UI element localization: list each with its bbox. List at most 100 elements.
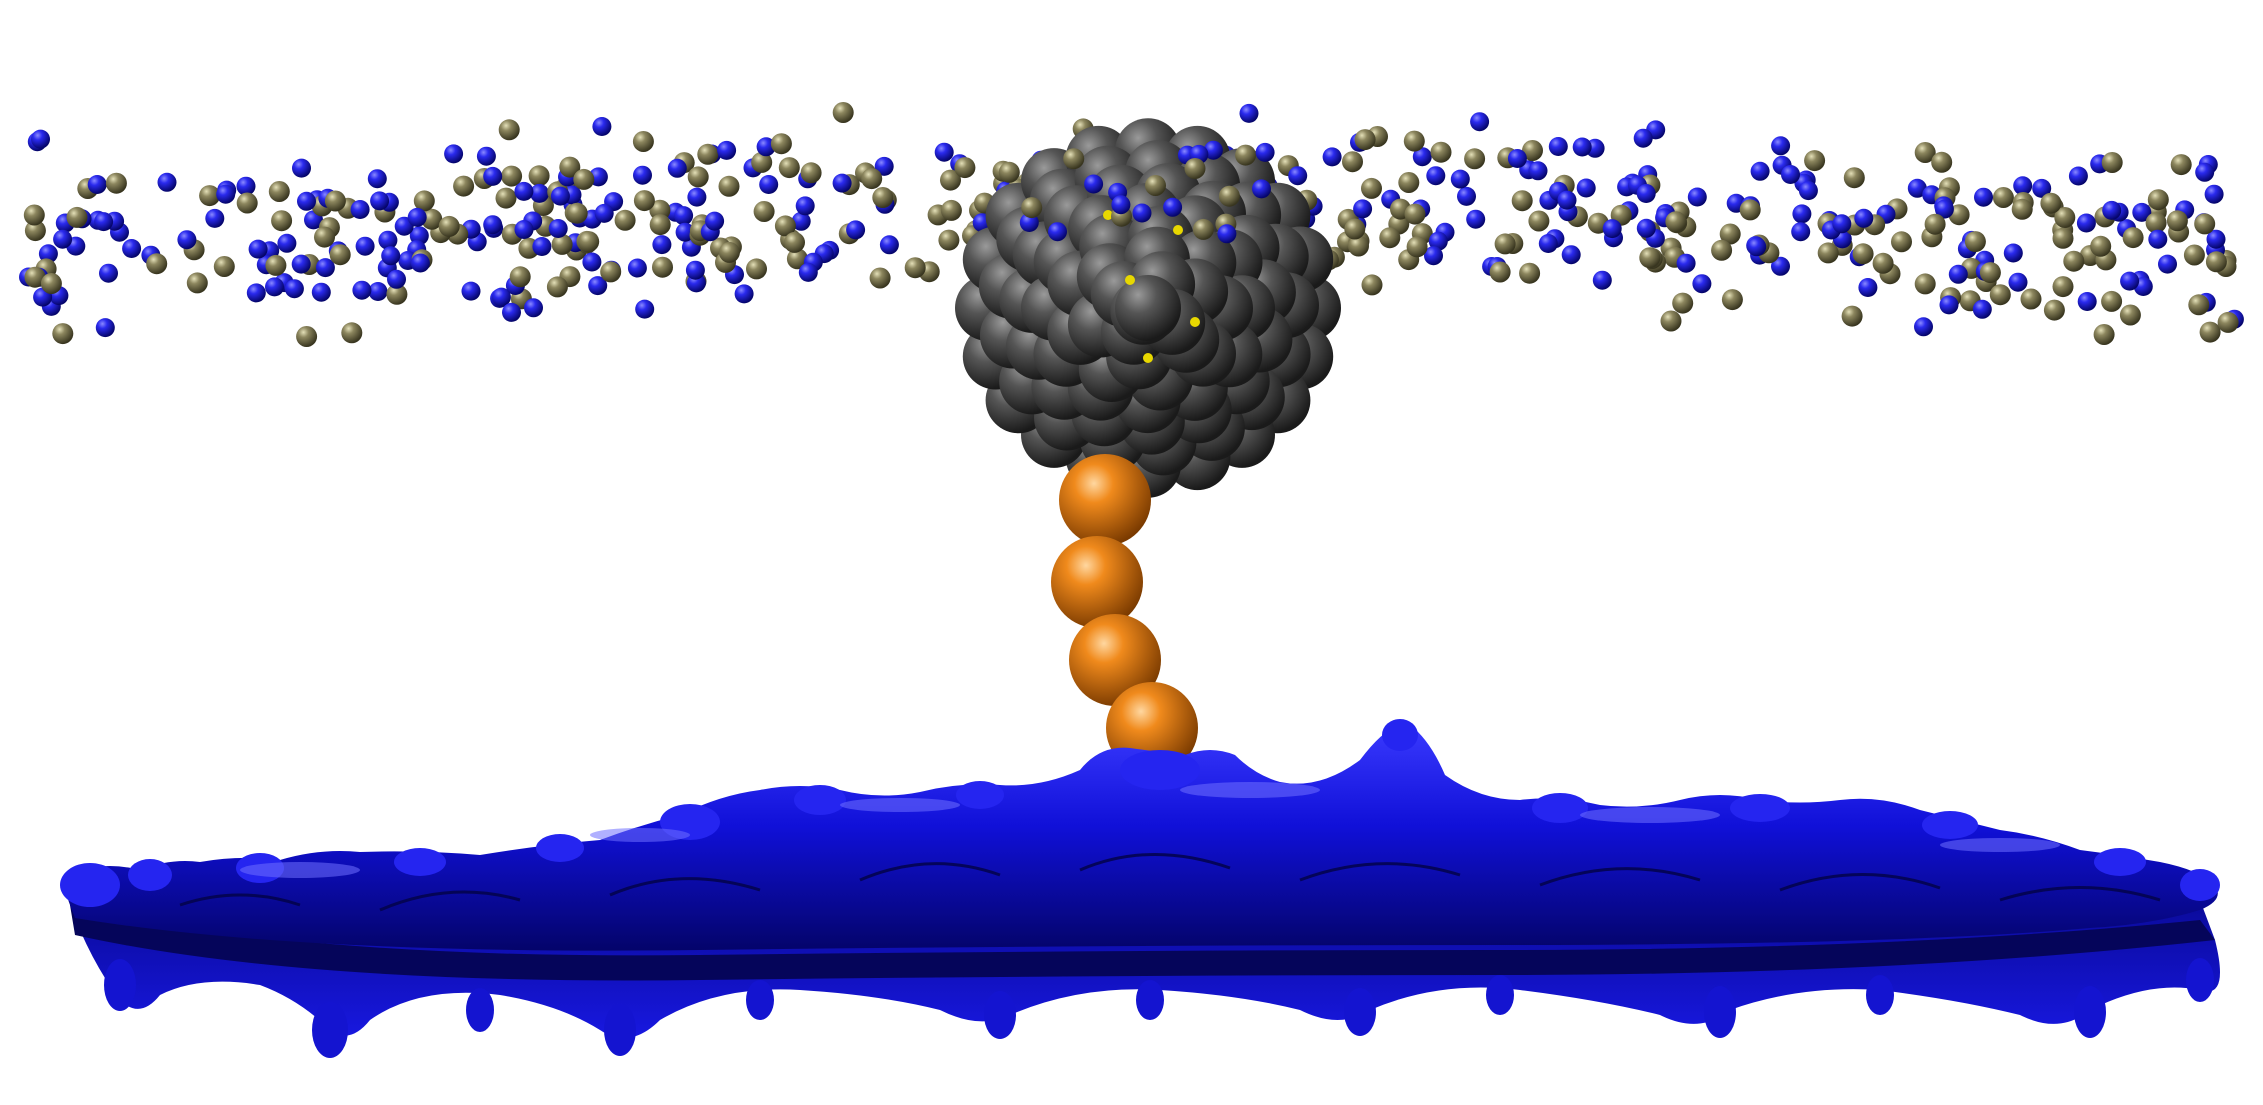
olive-atom [954, 157, 976, 179]
surface-highlights [240, 782, 2060, 878]
olive-atom [213, 256, 235, 277]
olive-atom [1494, 233, 1516, 255]
blue-atom [1288, 166, 1308, 186]
blue-atom [2204, 184, 2224, 204]
inner-glint [1103, 210, 1113, 220]
blue-atom [350, 200, 370, 219]
blue-atom [407, 207, 427, 227]
blue-atom [635, 299, 655, 319]
blue-atom [1557, 190, 1577, 210]
blue-atom [216, 184, 236, 204]
olive-atom [600, 261, 622, 283]
blue-atom [633, 165, 652, 185]
blue-atom [1907, 178, 1927, 198]
blue-atom [236, 176, 256, 196]
olive-atom [1361, 274, 1383, 296]
olive-atom [1511, 190, 1533, 212]
olive-atom [271, 210, 293, 232]
olive-atom [2170, 154, 2192, 176]
olive-atom [1660, 310, 1682, 332]
olive-atom [528, 165, 550, 187]
spherical-cluster [955, 118, 1341, 498]
olive-atom [652, 256, 673, 278]
blue-atom [1633, 128, 1653, 148]
blue-atom [1428, 231, 1448, 251]
surface-rim [70, 905, 2215, 981]
blue-atom [352, 280, 372, 300]
olive-atom [559, 156, 581, 178]
blue-atom [1687, 187, 1707, 207]
blue-atom [1592, 270, 1612, 290]
inner-glint [1190, 317, 1200, 327]
olive-atom [501, 165, 523, 187]
olive-atom [2199, 321, 2221, 343]
olive-atom [770, 133, 792, 155]
olive-atom [1891, 231, 1912, 253]
olive-atom [1354, 129, 1376, 151]
blue-atom [461, 281, 481, 301]
olive-atom [1218, 185, 1240, 207]
blue-atom [297, 191, 316, 211]
olive-atom [697, 143, 719, 165]
olive-atom [1361, 177, 1382, 199]
blue-atom [483, 166, 503, 186]
blue-atom [1771, 256, 1790, 276]
olive-atom [23, 204, 45, 226]
olive-atom [453, 175, 475, 197]
blue-atom [1412, 147, 1432, 167]
blue-atom [246, 283, 266, 303]
inner-glint [1125, 275, 1135, 285]
blue-atom [1424, 246, 1443, 266]
olive-atom [751, 151, 773, 173]
blue-atom [1528, 161, 1548, 181]
olive-atom [2194, 213, 2216, 235]
olive-atom [2166, 210, 2188, 232]
blue-atom [355, 236, 375, 256]
olive-atom [1489, 261, 1511, 283]
olive-atom [1914, 142, 1936, 163]
olive-atom [718, 175, 740, 197]
blue-atom [291, 254, 311, 274]
blue-atom [1084, 174, 1104, 194]
olive-atom [938, 229, 960, 251]
chain-bead [1069, 614, 1161, 706]
bead-chain [1051, 454, 1198, 774]
inner-glint [1173, 225, 1183, 235]
olive-atom [2090, 235, 2112, 257]
olive-atom [718, 241, 740, 263]
olive-atom [1063, 148, 1085, 170]
olive-atom [199, 185, 221, 207]
blue-atom [550, 186, 570, 206]
olive-atom [832, 102, 854, 123]
olive-atom [2020, 288, 2042, 310]
blue-atom [1914, 317, 1933, 337]
olive-atom [146, 253, 168, 275]
olive-atom [268, 181, 290, 202]
chain-bead [1051, 536, 1143, 628]
olive-atom [784, 231, 805, 253]
olive-atom [998, 161, 1020, 183]
blue-atom [1750, 161, 1770, 181]
olive-atom [2205, 251, 2227, 273]
olive-atom [2093, 324, 2115, 345]
blue-atom [315, 258, 335, 278]
olive-atom [1872, 252, 1894, 274]
olive-atom [2147, 189, 2169, 211]
blue-atom [1771, 136, 1791, 156]
surface-top [66, 724, 2218, 951]
blue-atom [2068, 166, 2088, 186]
blue-atom [1858, 278, 1878, 297]
olive-atom [1924, 213, 1946, 235]
blue-atom [491, 287, 511, 307]
cluster-atom [1115, 275, 1181, 341]
blue-atom [205, 208, 225, 228]
blue-atom [99, 263, 118, 283]
blue-atom [1636, 184, 1656, 203]
olive-atom [2054, 207, 2076, 228]
olive-atom [1021, 197, 1043, 219]
olive-atom [52, 323, 74, 345]
blue-atom [277, 233, 297, 253]
blue-atom [1457, 186, 1476, 206]
blue-atom [2102, 200, 2122, 220]
olive-atom [1342, 151, 1363, 173]
